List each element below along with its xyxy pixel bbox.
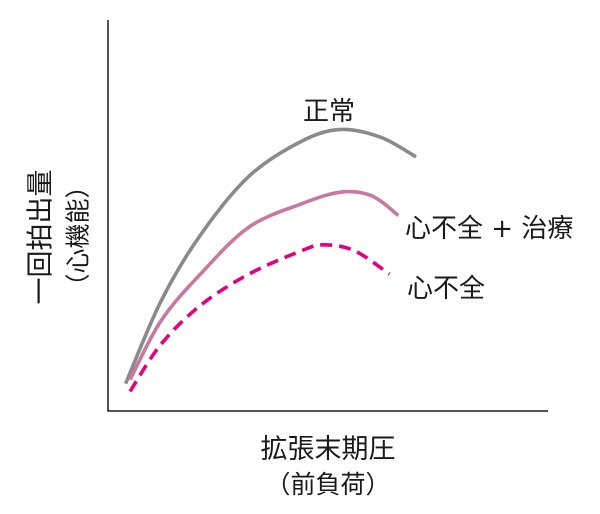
series-line-normal: [123, 127, 417, 385]
x-axis-label-sub: （前負荷）: [265, 470, 390, 499]
series-line-heart-failure: [128, 243, 391, 393]
y-axis-label: 一回拍出量: [26, 170, 57, 305]
series-label-heart-failure: 心不全: [407, 274, 485, 304]
x-axis-label: 拡張末期圧: [261, 434, 396, 465]
series-line-heart-failure-treated: [128, 189, 400, 381]
series-label-heart-failure-treated: 心不全 + 治療: [405, 214, 573, 244]
series-label-normal: 正常: [303, 97, 355, 127]
y-axis-label-sub: （心機能）: [64, 173, 93, 298]
